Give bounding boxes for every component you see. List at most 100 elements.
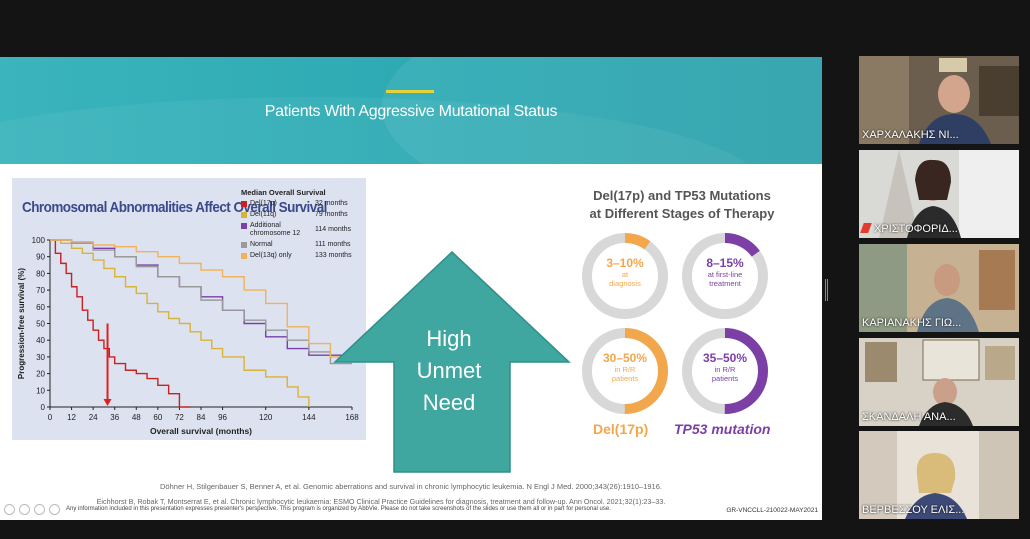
y-tick-label: 90 — [36, 253, 45, 262]
next-slide-icon[interactable] — [19, 504, 30, 515]
donut-caption: treatment — [709, 279, 741, 288]
up-arrow-shape — [333, 250, 571, 473]
legend-swatch — [241, 212, 247, 218]
y-tick-label: 70 — [36, 286, 45, 295]
donut-percent: 35–50% — [702, 351, 748, 365]
y-tick-label: 80 — [36, 269, 45, 278]
panel-title-line: Del(17p) and TP53 Mutations — [593, 188, 771, 203]
donut-caption: at first-line — [707, 270, 743, 279]
y-tick-label: 50 — [36, 320, 45, 329]
participant-name: ΧΡΙΣΤΟΦΟΡΙΔ... — [860, 223, 958, 235]
zoom-icon[interactable] — [49, 504, 60, 515]
legend-label: Del(11q) — [250, 211, 277, 218]
panel-title-line: at Different Stages of Therapy — [589, 206, 775, 221]
y-tick-label: 100 — [32, 236, 46, 245]
survival-curve-del-11q- — [50, 239, 310, 407]
chart-title: Chromosomal Abnormalities Affect Overall… — [22, 199, 327, 216]
survival-curve-del-13q-only — [50, 239, 352, 358]
donut-caption: patients — [611, 374, 639, 383]
x-tick-label: 12 — [67, 413, 76, 422]
donut-chart: 35–50% in R/R patients — [680, 326, 770, 416]
participant-name: ΧΑΡΧΑΛΑΚΗΣ ΝΙ... — [862, 129, 959, 141]
x-axis-label: Overall survival (months) — [150, 426, 252, 436]
participant-tile[interactable]: ΣΚΑΝΔΑΛΗ ΑΝΑ... — [859, 338, 1019, 426]
legend-item: Additional chromosome 12 114 months — [241, 222, 363, 238]
participant-tile[interactable]: ΚΑΡΙΑΝΑΚΗΣ ΓΙΩ... — [859, 244, 1019, 332]
x-tick-label: 72 — [175, 413, 184, 422]
x-tick-label: 24 — [89, 413, 98, 422]
arrow-label-line: High — [426, 326, 472, 351]
participant-tile-active-speaker[interactable]: ΒΕΡΒΕΣΣΟΥ ΕΛΙΣ... — [859, 431, 1019, 519]
survival-curve-normal — [50, 239, 352, 365]
y-tick-label: 0 — [41, 403, 46, 412]
arrow-label-line: Unmet — [416, 358, 482, 383]
donut-caption: at — [621, 270, 629, 279]
document-code: GR-VNCCLL-210022-MAY2021 — [726, 507, 818, 514]
participant-video — [859, 150, 1019, 238]
donut-ring — [682, 233, 768, 319]
pen-icon[interactable] — [34, 504, 45, 515]
donut-caption: diagnosis — [609, 279, 641, 288]
legend-item: Del(11q) 79 months — [241, 211, 363, 219]
donut-fill — [582, 328, 668, 414]
legend-label: Del(13q) only — [250, 252, 292, 259]
x-tick-label: 48 — [132, 413, 141, 422]
slide-toolbar — [4, 504, 60, 515]
mutation-panel-title: Del(17p) and TP53 Mutations at Different… — [562, 187, 802, 223]
arrow-label-line: Need — [422, 390, 476, 415]
survival-curve-del-17p- — [50, 239, 191, 408]
legend-title: Median Overall Survival — [241, 188, 326, 197]
title-accent-bar — [386, 90, 434, 93]
participant-video — [859, 244, 1019, 332]
participant-tile[interactable]: ΧΡΙΣΤΟΦΟΡΙΔ... — [859, 150, 1019, 238]
donut-caption: patients — [711, 374, 739, 383]
y-tick-label: 20 — [36, 370, 45, 379]
prev-slide-icon[interactable] — [4, 504, 15, 515]
x-tick-label: 60 — [153, 413, 162, 422]
legend-swatch — [241, 201, 247, 207]
slide-title: Patients With Aggressive Mutational Stat… — [264, 103, 558, 120]
legend-value: 114 months — [315, 226, 352, 233]
y-axis-label: Progression-free survival (%) — [17, 268, 26, 379]
donut-chart: 30–50% in R/R patients — [580, 326, 670, 416]
donut-ring — [582, 233, 668, 319]
donut-caption: in R/R — [714, 365, 736, 374]
participant-tile[interactable]: ΧΑΡΧΑΛΑΚΗΣ ΝΙ... — [859, 56, 1019, 144]
splitter-handle[interactable] — [825, 279, 828, 301]
x-tick-label: 0 — [48, 413, 53, 422]
donut-label: 8–15% at first-line treatment — [695, 256, 755, 288]
survival-chart: Chromosomal Abnormalities Affect Overall… — [12, 178, 366, 440]
donut-chart: 3–10% at diagnosis — [580, 231, 670, 321]
median-marker-arrowhead — [103, 399, 112, 406]
donut-percent: 3–10% — [606, 256, 644, 270]
y-tick-label: 10 — [36, 386, 45, 395]
tp53-label: TP53 mutation — [674, 421, 771, 437]
legend-value: 32 months — [315, 200, 348, 207]
participant-video — [859, 56, 1019, 144]
mic-muted-icon — [860, 223, 872, 233]
shared-slide: Patients With Aggressive Mutational Stat… — [0, 57, 822, 520]
legend-label: Del(17p) — [250, 200, 277, 207]
donut-fill — [682, 233, 768, 319]
x-tick-label: 144 — [302, 413, 316, 422]
x-tick-label: 120 — [259, 413, 273, 422]
x-tick-label: 84 — [197, 413, 206, 422]
participant-video — [859, 431, 1019, 519]
participant-name: ΚΑΡΙΑΝΑΚΗΣ ΓΙΩ... — [862, 317, 962, 329]
donut-ring — [682, 328, 768, 414]
legend-swatch — [241, 242, 247, 248]
legend-label: Additional chromosome 12 — [250, 222, 301, 237]
donut-fill — [582, 233, 668, 319]
donut-label: 30–50% in R/R patients — [595, 351, 655, 383]
legend-swatch — [241, 223, 247, 229]
del17p-label: Del(17p) — [593, 421, 649, 437]
legend-item: Del(13q) only 133 months — [241, 252, 363, 260]
arrow-label: High Unmet Need — [394, 323, 504, 419]
donut-percent: 30–50% — [602, 351, 648, 365]
legend-value: 111 months — [315, 241, 351, 248]
participant-name-text: ΧΡΙΣΤΟΦΟΡΙΔ... — [874, 223, 958, 235]
citation: Eichhorst B, Robak T, Montserrat E, et a… — [96, 497, 666, 506]
donut-chart: 8–15% at first-line treatment — [680, 231, 770, 321]
